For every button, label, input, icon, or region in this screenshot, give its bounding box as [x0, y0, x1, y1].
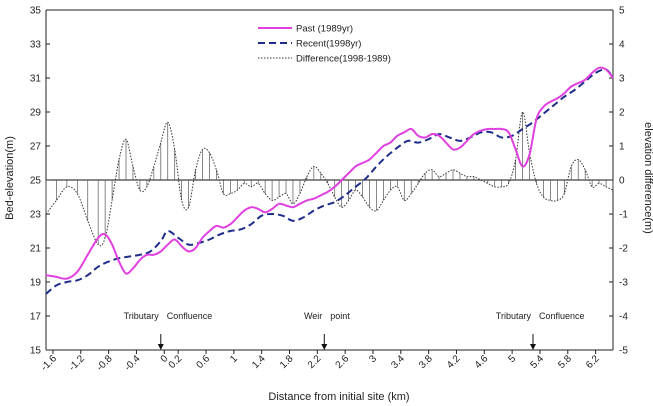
annotation-label: Confluence [539, 311, 585, 321]
y2-tick-label: 5 [619, 6, 625, 17]
y-tick-label: 21 [30, 244, 42, 255]
y-tick-label: 25 [30, 176, 42, 187]
y2-tick-label: 3 [619, 74, 625, 85]
legend-label: Difference(1998-1989) [296, 54, 391, 65]
y-tick-label: 33 [30, 40, 42, 51]
y2-tick-label: 4 [619, 40, 625, 51]
annotation-arrowhead [157, 344, 164, 350]
difference-stems [45, 112, 614, 245]
y-tick-label: 35 [30, 6, 42, 17]
y2-tick-label: -2 [619, 244, 628, 255]
y-tick-label: 23 [30, 210, 42, 221]
y-tick-label: 27 [30, 142, 42, 153]
legend-label: Past (1989yr) [296, 24, 353, 35]
y-tick-label: 19 [30, 278, 42, 289]
y-tick-label: 29 [30, 108, 42, 119]
y-tick-label: 17 [30, 312, 42, 323]
y2-tick-label: 1 [619, 142, 625, 153]
annotation-arrowhead [321, 344, 328, 350]
y2-tick-label: 2 [619, 108, 625, 119]
y2-tick-label: -1 [619, 210, 628, 221]
y2-tick-label: -3 [619, 278, 628, 289]
annotation-label: point [330, 311, 350, 321]
annotation-label: Tributary [496, 311, 532, 321]
y2-tick-label: -4 [619, 312, 628, 323]
y2-tick-label: -5 [619, 346, 628, 357]
annotation-label: Tributary [124, 311, 160, 321]
series-line [45, 66, 614, 280]
legend-label: Recent(1998yr) [296, 39, 361, 50]
y-ticks-right: -5 -4 -3 -2 -1 0 1 2 3 4 5 [609, 6, 628, 357]
y-tick-label: 31 [30, 74, 42, 85]
x-axis-title: Distance from initial site (km) [268, 391, 409, 403]
annotation-arrowhead [529, 344, 536, 350]
annotation-label: Confluence [167, 311, 213, 321]
y-axis-title: Bed-elevation(m) [4, 136, 16, 220]
annotations: Tributary Confluence Weir point Tributary Con… [124, 311, 585, 350]
y-tick-label: 15 [30, 346, 42, 357]
legend: Past (1989yr) Recent(1998yr) Difference(19… [258, 24, 391, 65]
y2-tick-label: 0 [619, 176, 625, 187]
series-layer [45, 66, 614, 295]
series-line [45, 68, 614, 295]
series-line [45, 111, 614, 247]
annotation-label: Weir [304, 311, 322, 321]
y-ticks-left: 15 17 19 21 23 25 27 29 31 33 35 [30, 6, 50, 357]
y2-axis-title: elevation difference(m) [642, 122, 653, 234]
